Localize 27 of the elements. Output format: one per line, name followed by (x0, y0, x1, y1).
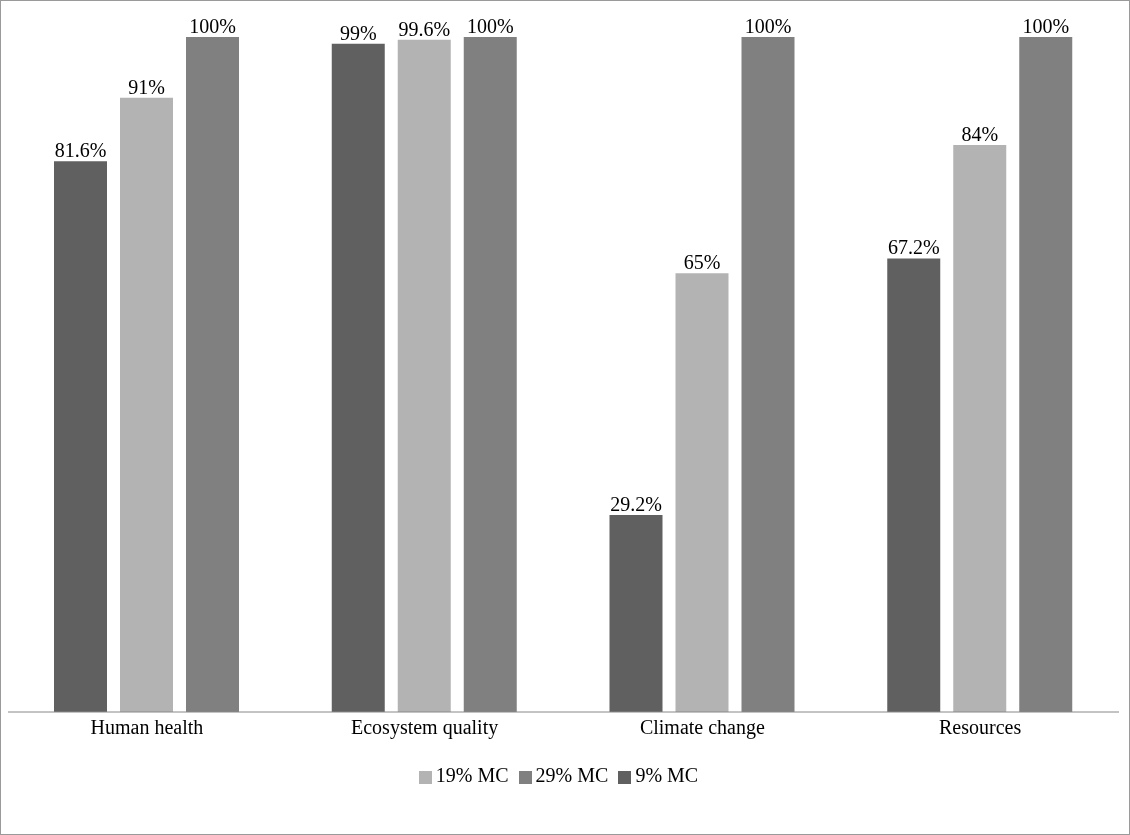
x-tick-label: Ecosystem quality (351, 716, 499, 740)
bar (397, 39, 451, 712)
data-label: 91% (128, 75, 165, 98)
data-label: 67.2% (887, 236, 940, 259)
legend-label: 19% MC (435, 764, 509, 786)
bar (54, 161, 107, 712)
data-label: 99% (339, 21, 377, 44)
data-label: 100% (1022, 15, 1070, 37)
data-label: 100% (466, 15, 514, 37)
data-label: 81.6% (54, 139, 107, 162)
legend-label: 29% MC (535, 764, 609, 786)
data-label: 29.2% (610, 492, 662, 515)
legend-label: 9% MC (635, 764, 699, 786)
x-tick-label: Resources (939, 716, 1022, 739)
bar (331, 43, 385, 712)
data-label: 84% (961, 123, 999, 145)
x-tick-label: Climate change (639, 716, 765, 740)
bar (120, 97, 173, 712)
data-label: 99.6% (398, 17, 451, 40)
data-label: 100% (744, 15, 792, 37)
x-tick-label: Human health (90, 716, 204, 739)
bar (953, 145, 1007, 712)
bar (609, 514, 663, 712)
data-label: 100% (189, 15, 236, 37)
bar (675, 273, 729, 712)
bar (887, 258, 941, 712)
data-label: 65% (683, 251, 721, 274)
